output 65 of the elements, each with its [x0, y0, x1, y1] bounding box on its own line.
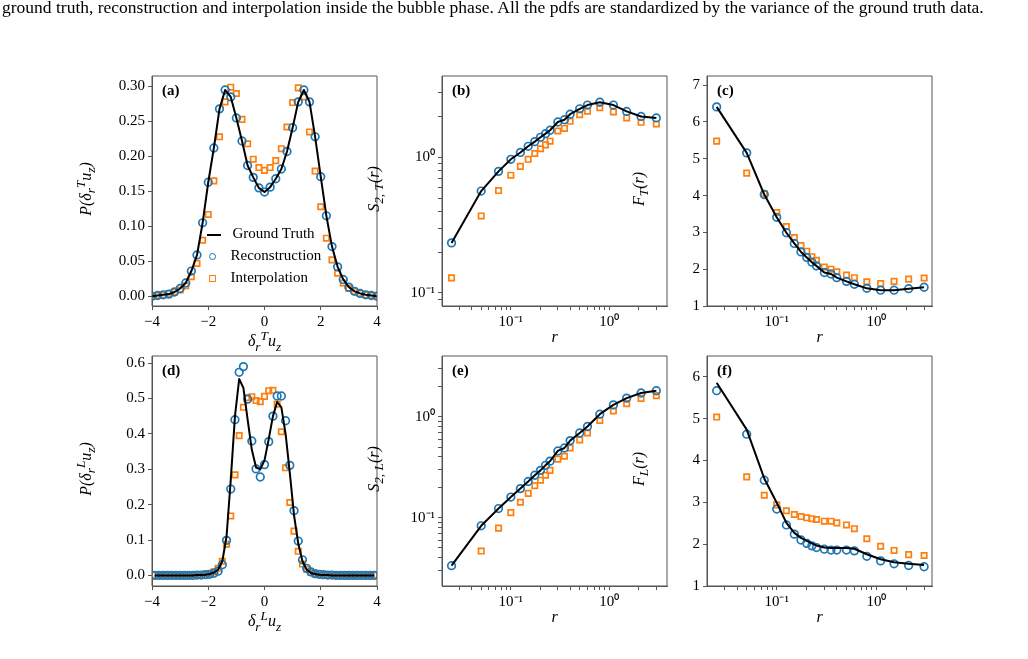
legend-label: Ground Truth: [232, 225, 315, 241]
x-tick-label: 2: [317, 312, 325, 329]
y-tick-label: 0.3: [126, 460, 145, 477]
x-axis-title: r: [816, 608, 823, 626]
x-tick-label: 10⁰: [599, 312, 620, 329]
y-tick-label: 0.1: [126, 530, 145, 547]
y-tick-label: 0.0: [126, 566, 145, 583]
y-tick-label: 10⁻¹: [410, 283, 435, 300]
legend-label: Interpolation: [230, 269, 308, 285]
y-tick-label: 0.6: [126, 354, 146, 371]
y-tick-label: 5: [692, 409, 700, 426]
y-tick-label: 0.2: [126, 495, 145, 512]
x-tick-label: 4: [373, 592, 382, 609]
y-tick-label: 0.4: [126, 424, 146, 441]
y-tick-label: 0.05: [118, 252, 145, 269]
x-tick-label: 0: [260, 312, 269, 329]
y-tick-label: 4: [692, 451, 701, 468]
y-tick-label: 0.30: [118, 77, 145, 94]
y-tick-label: 2: [692, 535, 700, 552]
x-tick-label: 10⁻¹: [498, 592, 524, 609]
x-tick-label: 10⁻¹: [498, 312, 524, 329]
y-tick-label: 6: [692, 367, 701, 384]
text: ground truth, reconstruction and interpolation inside the bubble phase. All the pdfs are standardized by the variance of the ground truth data.: [2, 0, 985, 17]
y-tick-label: 1: [692, 576, 700, 593]
annotation: (b): [452, 82, 471, 100]
y-tick-label: 4: [692, 186, 701, 203]
x-tick-label: −2: [200, 592, 217, 609]
x-tick-label: 4: [373, 312, 382, 329]
annotation: (a): [162, 82, 180, 100]
x-tick-label: 10⁻¹: [764, 312, 789, 329]
annotation: (c): [717, 82, 734, 100]
y-tick-label: 0.00: [118, 287, 145, 304]
x-tick-label: −4: [144, 312, 161, 329]
y-tick-label: 5: [692, 149, 700, 166]
x-tick-label: 10⁰: [599, 592, 620, 609]
y-tick-label: 3: [692, 493, 700, 510]
x-axis-title: δ$_{r}$$^{L}$u$_{z}$: [247, 608, 282, 635]
y-tick-label: 10⁻¹: [410, 508, 435, 525]
y-tick-label: 1: [692, 296, 700, 313]
x-axis-title: r: [551, 328, 558, 346]
x-tick-label: 10⁰: [866, 592, 887, 609]
y-tick-label: 0.20: [118, 147, 145, 164]
x-axis-title: δ$_{r}$$^{T}$u$_{z}$: [247, 328, 282, 355]
x-tick-label: −2: [200, 312, 217, 329]
y-tick-label: 7: [692, 76, 701, 93]
y-tick-label: 10⁰: [415, 407, 435, 424]
x-tick-label: 10⁰: [866, 312, 887, 329]
y-tick-label: 0.25: [118, 112, 145, 129]
y-tick-label: 6: [692, 112, 701, 129]
x-tick-label: 0: [260, 592, 269, 609]
annotation: (f): [717, 362, 732, 380]
y-tick-label: 0.5: [126, 389, 145, 406]
annotation: (d): [162, 362, 181, 380]
y-tick-label: 0.10: [118, 217, 145, 234]
y-tick-label: 0.15: [118, 182, 145, 199]
x-tick-label: 2: [317, 592, 325, 609]
y-tick-label: 2: [692, 260, 700, 277]
y-tick-label: 10⁰: [415, 148, 435, 165]
y-tick-label: 3: [692, 223, 700, 240]
x-tick-label: −4: [144, 592, 161, 609]
x-axis-title: r: [551, 608, 558, 626]
legend-label: Reconstruction: [230, 247, 322, 263]
x-tick-label: 10⁻¹: [764, 592, 789, 609]
annotation: (e): [452, 362, 469, 380]
x-axis-title: r: [816, 328, 823, 346]
